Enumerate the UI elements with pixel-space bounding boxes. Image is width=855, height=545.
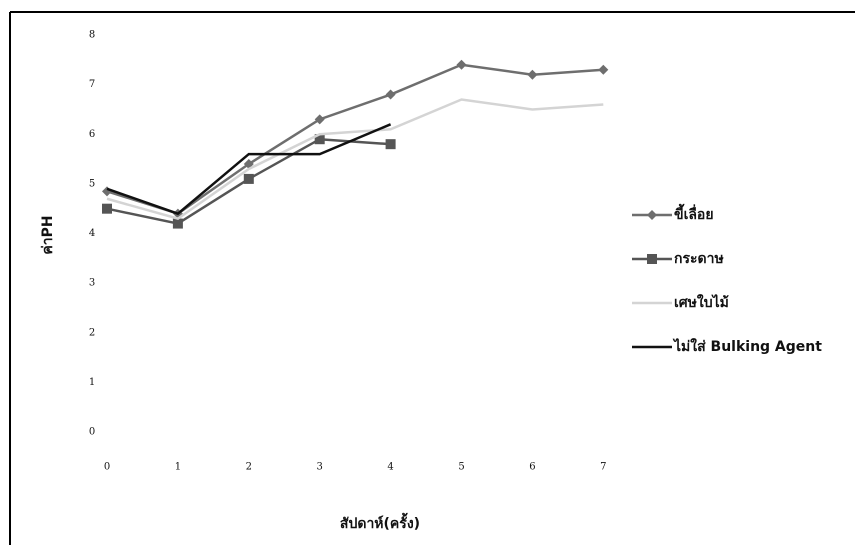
y-tick-label: 7	[89, 79, 95, 90]
x-tick-label: 6	[529, 462, 535, 473]
point	[244, 174, 254, 184]
x-tick-label: 3	[317, 462, 323, 473]
legend-label: ไม่ใส่ Bulking Agent	[672, 337, 822, 355]
point	[386, 90, 396, 100]
y-tick-label: 6	[89, 129, 95, 140]
point	[102, 204, 112, 214]
y-axis-title: ค่าPH	[40, 215, 56, 254]
series-line	[107, 100, 603, 219]
point	[527, 70, 537, 80]
y-tick-label: 0	[89, 427, 95, 438]
x-tick-label: 4	[387, 462, 393, 473]
y-tick-label: 8	[89, 30, 95, 41]
legend-label: ขี้เลื่อย	[674, 203, 714, 223]
x-tick-label: 5	[458, 462, 464, 473]
chart: สัปดาห์(ครั้ง) ค่าPH 0 1 2 3 4 5 6 7 8 0 1 2 3 4 5 6 7 ขี…	[0, 0, 855, 545]
x-tick-label: 7	[600, 462, 606, 473]
x-tick-label: 0	[104, 462, 110, 473]
y-tick-label: 1	[89, 377, 95, 388]
legend-label: กระดาษ	[674, 251, 724, 267]
point	[386, 139, 396, 149]
y-tick-label: 3	[89, 278, 95, 289]
legend-marker	[647, 254, 657, 264]
x-axis-title: สัปดาห์(ครั้ง)	[340, 512, 420, 532]
point	[457, 60, 467, 70]
point	[173, 219, 183, 229]
legend-label: เศษใบไม้	[674, 293, 729, 311]
point	[598, 65, 608, 75]
y-tick-label: 4	[89, 228, 95, 239]
x-tick-label: 1	[175, 462, 181, 473]
x-tick-label: 2	[246, 462, 252, 473]
y-tick-label: 2	[89, 327, 95, 338]
y-tick-label: 5	[89, 178, 95, 189]
legend-marker	[647, 210, 657, 220]
